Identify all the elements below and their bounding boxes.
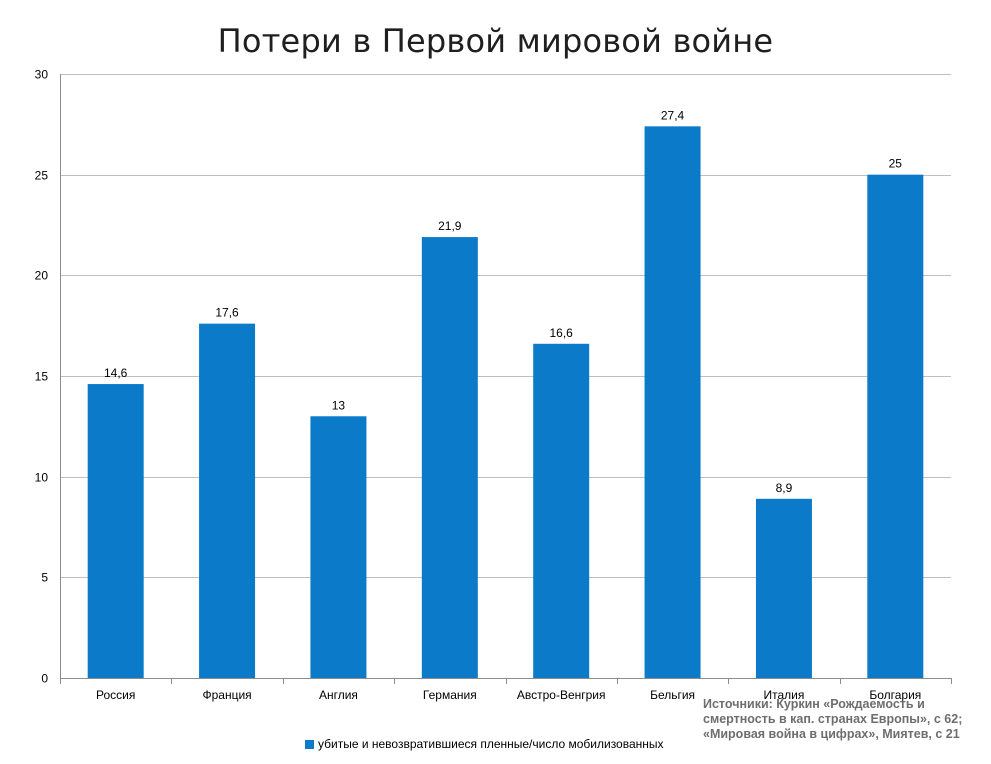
data-label: 16,6 (550, 326, 574, 340)
y-tick-label: 30 (35, 68, 49, 82)
bar (199, 323, 256, 678)
bar (867, 174, 924, 678)
y-tick-label: 10 (35, 471, 49, 485)
y-tick-label: 20 (35, 269, 49, 283)
data-label: 13 (332, 398, 346, 412)
x-tick-label: Бельгия (650, 688, 695, 702)
data-label: 17,6 (215, 306, 239, 320)
x-tick-label: Германия (423, 688, 477, 702)
data-label: 25 (889, 157, 903, 171)
bar (87, 384, 144, 678)
x-tick-label: Франция (202, 688, 251, 702)
bar (310, 416, 367, 678)
x-tick-label: Болгария (869, 688, 921, 702)
bar (755, 498, 812, 678)
x-tick-label: Англия (319, 688, 358, 702)
data-label: 14,6 (104, 366, 128, 380)
data-label: 8,9 (776, 481, 793, 495)
x-tick-label: Австро-Венгрия (517, 688, 606, 702)
x-tick-label: Россия (96, 688, 135, 702)
x-tick-label: Италия (764, 688, 805, 702)
y-tick-label: 0 (41, 672, 48, 686)
chart-title: Потери в Первой мировой войне (217, 22, 774, 60)
y-tick-label: 15 (35, 370, 49, 384)
data-label: 21,9 (438, 219, 462, 233)
y-tick-label: 5 (41, 571, 48, 585)
bar (421, 237, 478, 678)
legend-label: убитые и невозвратившиеся пленные/число … (318, 737, 664, 751)
source-note: Источники: Куркин «Рождаемость и смертно… (703, 697, 963, 741)
y-tick-label: 25 (35, 169, 49, 183)
legend: убитые и невозвратившиеся пленные/число … (305, 737, 664, 751)
bar (644, 126, 701, 678)
data-label: 27,4 (661, 108, 685, 122)
bar (533, 343, 590, 678)
legend-swatch (305, 739, 314, 749)
